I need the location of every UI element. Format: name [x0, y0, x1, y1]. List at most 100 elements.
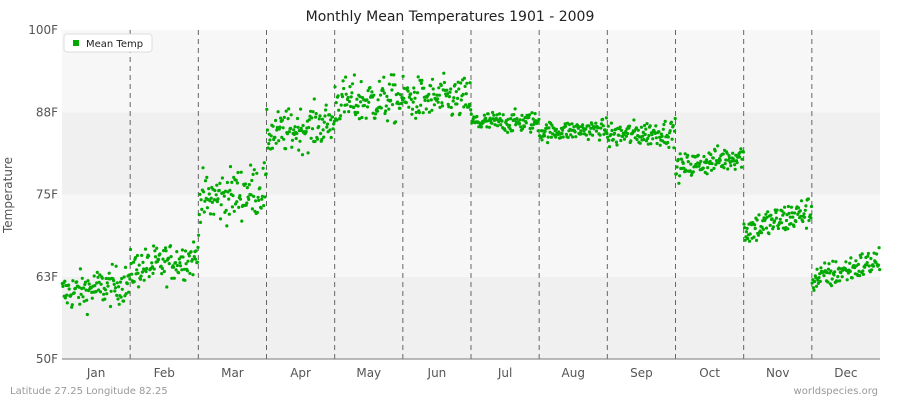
- data-point: [201, 166, 205, 170]
- data-point: [701, 166, 705, 170]
- y-tick-label: 75F: [36, 188, 58, 202]
- data-point: [786, 227, 790, 231]
- data-point: [290, 145, 294, 149]
- data-point: [251, 172, 255, 176]
- data-point: [183, 278, 187, 282]
- data-point: [365, 98, 369, 102]
- data-point: [872, 251, 876, 255]
- data-point: [300, 153, 305, 157]
- legend: Mean Temp: [63, 33, 153, 53]
- data-point: [741, 150, 746, 154]
- data-point: [493, 123, 497, 127]
- data-point: [813, 279, 817, 284]
- data-point: [234, 178, 238, 182]
- data-point: [699, 159, 703, 163]
- data-point: [350, 91, 354, 95]
- data-point: [340, 95, 345, 99]
- data-point: [506, 130, 510, 134]
- data-point: [759, 231, 764, 235]
- data-point: [339, 114, 343, 118]
- data-point: [172, 276, 176, 280]
- data-point: [117, 302, 121, 306]
- data-point: [432, 92, 436, 96]
- data-point: [160, 266, 164, 271]
- data-point: [173, 261, 178, 265]
- data-point: [224, 208, 228, 212]
- data-point: [292, 128, 296, 132]
- data-point: [469, 112, 473, 116]
- data-point: [799, 214, 803, 218]
- data-point: [384, 104, 388, 108]
- data-point: [71, 279, 75, 283]
- data-point: [152, 267, 156, 271]
- y-tick-labels: 50F 63F 75F 88F 100F: [28, 23, 58, 366]
- data-point: [475, 114, 479, 119]
- data-point: [187, 254, 191, 258]
- data-point: [227, 212, 231, 216]
- data-point: [816, 281, 821, 285]
- data-point: [830, 277, 834, 281]
- data-point: [387, 82, 391, 86]
- data-point: [140, 253, 144, 257]
- data-point: [793, 211, 797, 215]
- data-point: [295, 131, 299, 136]
- y-tick-label: 63F: [36, 270, 58, 284]
- data-point: [456, 80, 460, 84]
- data-point: [601, 117, 605, 121]
- data-point: [782, 211, 786, 215]
- data-point: [150, 261, 154, 265]
- data-point: [799, 199, 804, 203]
- data-point: [65, 301, 69, 305]
- data-point: [489, 118, 493, 122]
- data-point: [213, 188, 217, 193]
- data-point: [301, 123, 305, 128]
- data-point: [560, 131, 564, 136]
- data-point: [174, 268, 178, 272]
- legend-box: [63, 33, 153, 53]
- x-tick-label: Dec: [834, 366, 857, 380]
- data-point: [447, 95, 451, 99]
- data-point: [424, 107, 428, 111]
- data-point: [635, 137, 639, 142]
- data-point: [430, 108, 434, 112]
- data-point: [345, 103, 349, 107]
- data-point: [761, 227, 766, 231]
- data-point: [172, 265, 176, 269]
- data-point: [609, 133, 613, 137]
- data-point: [520, 113, 524, 117]
- data-point: [203, 179, 208, 183]
- data-point: [567, 122, 572, 127]
- data-point: [634, 126, 639, 130]
- data-point: [185, 269, 189, 273]
- data-point: [320, 137, 324, 142]
- data-point: [528, 126, 532, 131]
- data-point: [497, 112, 502, 116]
- data-point: [477, 125, 481, 129]
- data-point: [390, 103, 395, 107]
- data-point: [554, 135, 558, 139]
- data-point: [304, 130, 308, 134]
- data-point: [817, 276, 821, 280]
- data-point: [710, 162, 714, 166]
- data-point: [627, 124, 632, 128]
- data-point: [587, 124, 591, 128]
- data-point: [311, 110, 315, 114]
- data-point: [673, 116, 677, 121]
- data-point: [505, 122, 509, 126]
- data-point: [607, 145, 612, 149]
- legend-label: Mean Temp: [86, 39, 143, 50]
- data-point: [289, 126, 293, 130]
- data-point: [729, 159, 734, 163]
- x-tick-label: Sep: [630, 366, 653, 380]
- data-point: [706, 166, 710, 170]
- data-point: [742, 222, 746, 226]
- data-point: [132, 280, 136, 284]
- data-point: [414, 110, 418, 114]
- data-point: [250, 207, 254, 211]
- data-point: [499, 123, 503, 127]
- data-point: [653, 131, 657, 135]
- data-point: [536, 129, 540, 133]
- data-point: [666, 140, 670, 145]
- data-point: [711, 156, 715, 160]
